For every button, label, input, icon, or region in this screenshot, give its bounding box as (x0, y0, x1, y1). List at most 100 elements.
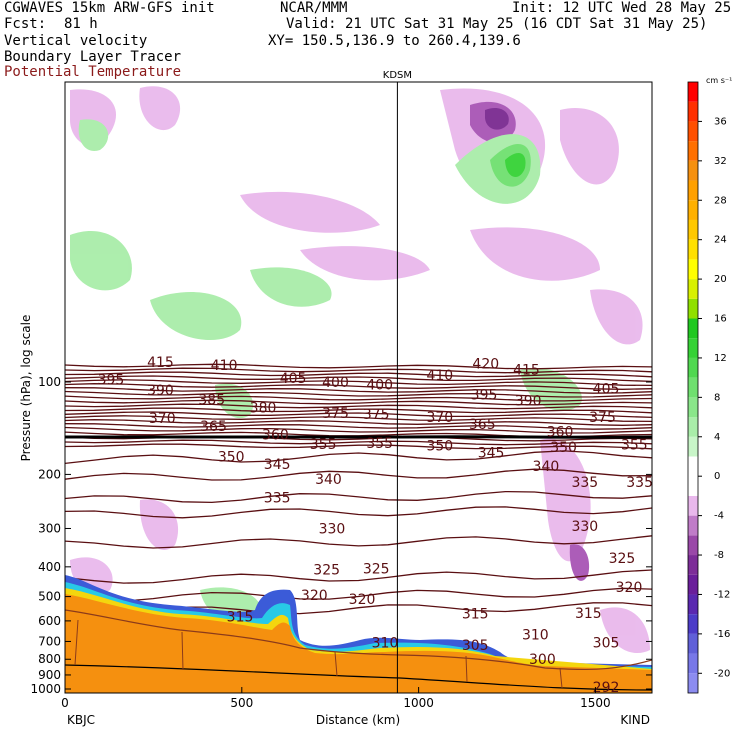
theta-contour-label: 370 (426, 410, 453, 426)
w-negative-region (470, 227, 600, 281)
colorbar-segment (688, 377, 698, 398)
colorbar-tick-label: -8 (714, 550, 724, 561)
theta-isentrope (65, 468, 652, 481)
colorbar-segment (688, 200, 698, 220)
colorbar: 36 32 28 24 20 16 12 8 4 0 -4 -8 -12 -16 -20 (687, 81, 730, 694)
theta-contour-label: 365 (200, 419, 227, 435)
colorbar-segment (688, 298, 698, 319)
colorbar-tick-label: 8 (714, 392, 720, 403)
theta-contour-label: 335 (626, 475, 653, 491)
colorbar-segment (688, 535, 698, 556)
theta-contour-label: 380 (250, 400, 277, 416)
colorbar-segment (688, 653, 698, 674)
w-negative-region (560, 108, 619, 185)
theta-contour-label: 420 (472, 356, 499, 372)
y-tick-label: 200 (38, 467, 61, 481)
colorbar-segment (688, 555, 698, 575)
theta-contour-label: 292 (593, 680, 620, 696)
station-label-left: KBJC (67, 713, 95, 727)
colorbar-segment (688, 633, 698, 654)
theta-contour-label: 360 (547, 425, 574, 441)
theta-contour-label: 390 (515, 394, 542, 410)
colorbar-segment (688, 219, 698, 240)
field-vertical-velocity: Vertical velocity (4, 33, 148, 49)
colorbar-segment (688, 121, 698, 142)
theta-contour-label: 410 (211, 358, 238, 374)
theta-contour-label: 400 (322, 375, 349, 391)
w-negative-region (590, 289, 643, 345)
w-negative-region (139, 86, 181, 131)
colorbar-tick-label: -20 (714, 668, 730, 679)
colorbar-segment (688, 456, 698, 496)
theta-isentrope (65, 403, 652, 410)
theta-contour-label: 360 (262, 427, 289, 443)
theta-contour-label: 375 (363, 407, 390, 423)
theta-isentrope (65, 450, 652, 465)
theta-contour-label: 320 (349, 592, 376, 608)
colorbar-segment (688, 101, 698, 122)
colorbar-segment (688, 594, 698, 615)
model-title: CGWAVES 15km ARW-GFS init (4, 0, 215, 16)
init-time: Init: 12 UTC Wed 28 May 25 (512, 0, 732, 16)
theta-contour-label: 335 (571, 475, 598, 491)
x-tick-label: 1000 (403, 696, 434, 710)
theta-contour-label: 355 (621, 438, 648, 454)
theta-contour-label: 310 (372, 635, 399, 651)
theta-isentrope (65, 387, 652, 394)
colorbar-tick-label: -4 (714, 511, 724, 522)
terrain-grid (74, 619, 563, 689)
colorbar-frame (687, 81, 699, 694)
theta-contour-label: 325 (363, 561, 390, 577)
colorbar-segment (688, 614, 698, 634)
theta-contour-label: 390 (147, 383, 174, 399)
theta-contour-label: 385 (198, 392, 225, 408)
org-label: NCAR/MMM (280, 0, 348, 16)
theta-isentrope (65, 383, 652, 390)
colorbar-segment (688, 673, 698, 693)
plot-frame (64, 81, 653, 694)
theta-isentrope (65, 419, 652, 426)
x-tick-label: 500 (230, 696, 253, 710)
colorbar-tick-label: 36 (714, 116, 727, 127)
theta-contour-label: 410 (426, 368, 453, 384)
theta-isentrope (65, 407, 652, 414)
theta-isentrope (65, 367, 652, 374)
colorbar-segment (688, 259, 698, 280)
theta-isentrope (65, 587, 652, 602)
w-positive-region (250, 267, 332, 307)
theta-isentrope (65, 506, 652, 519)
station-label-right: KIND (620, 713, 650, 727)
y-tick-label: 800 (38, 652, 61, 666)
theta-isentrope (65, 411, 652, 419)
colorbar-segment (688, 279, 698, 299)
x-axis: 0 500 1000 1500 (61, 687, 611, 710)
x-axis-title: Distance (km) (316, 713, 400, 727)
theta-contour-label: 415 (147, 355, 174, 371)
w-negative-region (300, 246, 430, 281)
valid-time: Valid: 21 UTC Sat 31 May 25 (16 CDT Sat … (286, 16, 708, 32)
colorbar-tick-label: 4 (714, 432, 720, 443)
theta-isentrope (65, 415, 652, 423)
colorbar-tick-label: -12 (714, 589, 730, 600)
theta-contour-label: 350 (550, 440, 577, 456)
colorbar-tick-label: 0 (714, 471, 720, 482)
colorbar-segment (688, 397, 698, 418)
theta-isentrope (65, 490, 652, 504)
w-negative-region (540, 438, 591, 562)
colorbar-tick-label: 24 (714, 235, 727, 246)
station-label-kdsm: KDSM (383, 70, 412, 81)
theta-contour-label: 330 (319, 521, 346, 537)
tracer-orange-fill (65, 594, 652, 693)
theta-isentrope (65, 439, 652, 446)
theta-isentrope (65, 535, 652, 549)
y-tick-label: 500 (38, 590, 61, 604)
theta-isentrope (65, 363, 652, 370)
theta-contour-label: 300 (529, 652, 556, 668)
colorbar-segment (688, 141, 698, 161)
colorbar-tick-label: 32 (714, 156, 727, 167)
theta-contour-label: 330 (571, 519, 598, 535)
theta-contour-label: 315 (462, 607, 489, 623)
theta-contour-label: 355 (310, 437, 337, 453)
theta-isentrope (65, 375, 652, 383)
